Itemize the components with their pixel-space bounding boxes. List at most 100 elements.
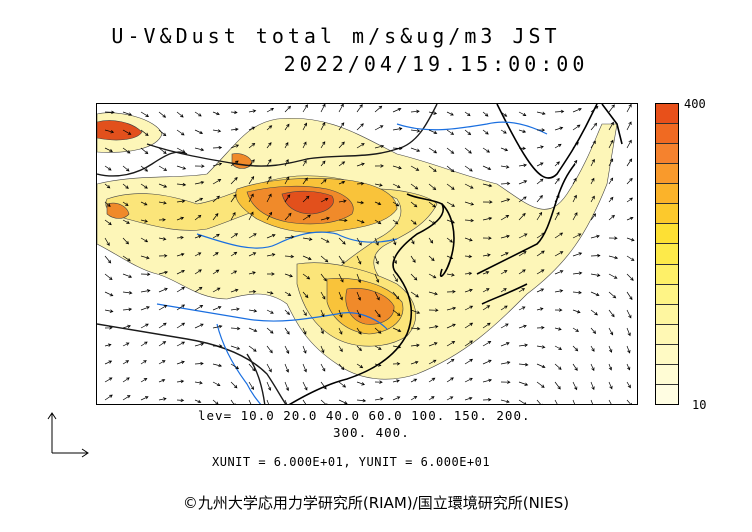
japan-coastline — [476, 163, 576, 305]
sakhalin-coast — [601, 104, 623, 145]
wind-arrow — [446, 129, 455, 135]
wind-arrow — [266, 211, 273, 221]
wind-arrow — [410, 309, 421, 314]
wind-arrow — [500, 129, 507, 134]
wind-arrow — [428, 342, 438, 347]
wind-arrow — [554, 251, 564, 257]
wind-arrow — [518, 306, 526, 311]
national-borders — [97, 104, 438, 404]
wind-arrow — [122, 183, 129, 189]
wind-arrow — [194, 234, 202, 239]
wind-arrow — [302, 195, 310, 203]
wind-arrow — [554, 270, 564, 275]
wind-arrow — [230, 211, 236, 221]
wind-arrow — [140, 129, 149, 136]
wind-arrow — [284, 381, 290, 392]
wind-arrow — [104, 165, 112, 171]
wind-arrow — [212, 195, 220, 203]
wind-arrow — [176, 286, 186, 293]
wind-arrow — [572, 363, 578, 371]
wind-arrow — [158, 129, 167, 137]
wind-arrow — [572, 194, 577, 203]
wind-arrow — [428, 308, 439, 312]
wind-arrow — [230, 307, 240, 311]
wind-arrow — [248, 327, 258, 332]
wind-arrow — [608, 363, 613, 371]
wind-arrow — [248, 175, 255, 185]
wind-arrow — [608, 381, 613, 390]
wind-arrow — [464, 396, 473, 401]
wind-arrow — [464, 254, 473, 259]
wind-arrow — [338, 237, 346, 245]
wind-arrow — [122, 342, 130, 347]
wind-arrow — [140, 147, 149, 155]
colorbar-step — [656, 224, 678, 245]
map-title: U-V&Dust total m/s&ug/m3 JST — [111, 24, 561, 48]
wind-arrow — [158, 397, 167, 401]
wind-arrow — [590, 177, 595, 185]
wind-arrow — [338, 199, 347, 203]
wind-arrow — [554, 399, 558, 404]
wind-arrow — [320, 141, 326, 149]
wind-arrow — [482, 271, 490, 275]
wind-arrow — [194, 286, 203, 293]
wind-arrow — [536, 269, 545, 275]
wind-arrow — [356, 123, 364, 131]
wind-arrow — [626, 237, 635, 242]
wind-arrow — [374, 309, 381, 318]
wind-arrow — [320, 381, 327, 390]
wind-arrow — [518, 180, 528, 185]
wind-arrow — [536, 345, 546, 349]
wind-arrow — [338, 345, 343, 353]
wind-arrow — [536, 307, 544, 311]
wind-arrow — [122, 237, 129, 245]
wind-arrow — [248, 345, 257, 352]
wind-arrow — [572, 159, 578, 167]
wind-arrow — [536, 288, 545, 293]
yellow-river — [196, 231, 398, 249]
wind-arrow — [410, 291, 420, 298]
wind-arrow — [554, 109, 565, 114]
wind-arrow — [158, 183, 168, 188]
yangtze-river — [156, 303, 388, 330]
wind-arrow — [104, 377, 113, 383]
wind-arrow — [158, 322, 167, 329]
wind-arrow — [374, 363, 382, 367]
wind-arrow — [464, 377, 473, 383]
wind-arrow — [608, 309, 615, 318]
wind-arrow — [302, 399, 307, 404]
wind-arrow — [410, 219, 417, 225]
dust-map-canvas — [97, 104, 635, 404]
wind-arrow — [374, 125, 384, 131]
wind-arrow — [230, 326, 241, 331]
wind-arrow — [374, 345, 382, 350]
wind-arrow — [392, 309, 401, 316]
wind-arrow — [248, 126, 256, 131]
wind-arrow — [518, 251, 527, 257]
wind-arrow — [392, 291, 400, 300]
wind-arrow — [518, 343, 529, 347]
wind-arrow — [266, 309, 274, 314]
wind-arrow — [482, 322, 491, 329]
wind-arrow — [464, 111, 471, 117]
colorbar-min-label: 10 — [692, 398, 707, 412]
wind-arrow — [302, 177, 308, 185]
wind-arrow — [212, 162, 223, 167]
wind-arrow — [374, 183, 383, 187]
wind-arrow — [410, 183, 419, 190]
wind-arrow — [212, 399, 219, 404]
wind-arrow — [446, 377, 454, 383]
wind-arrow — [356, 291, 361, 301]
wind-arrow — [608, 177, 614, 185]
wind-arrow — [446, 289, 456, 294]
wind-arrow — [392, 183, 401, 189]
wind-arrow — [194, 252, 202, 257]
wind-arrow — [122, 201, 129, 207]
wind-arrow — [122, 129, 132, 135]
wind-arrow — [518, 163, 528, 167]
wind-arrow — [356, 219, 365, 224]
dust-concentration-layer — [97, 112, 618, 380]
wind-arrow — [482, 288, 490, 293]
wind-arrow — [338, 363, 345, 371]
wind-arrow — [626, 345, 631, 354]
